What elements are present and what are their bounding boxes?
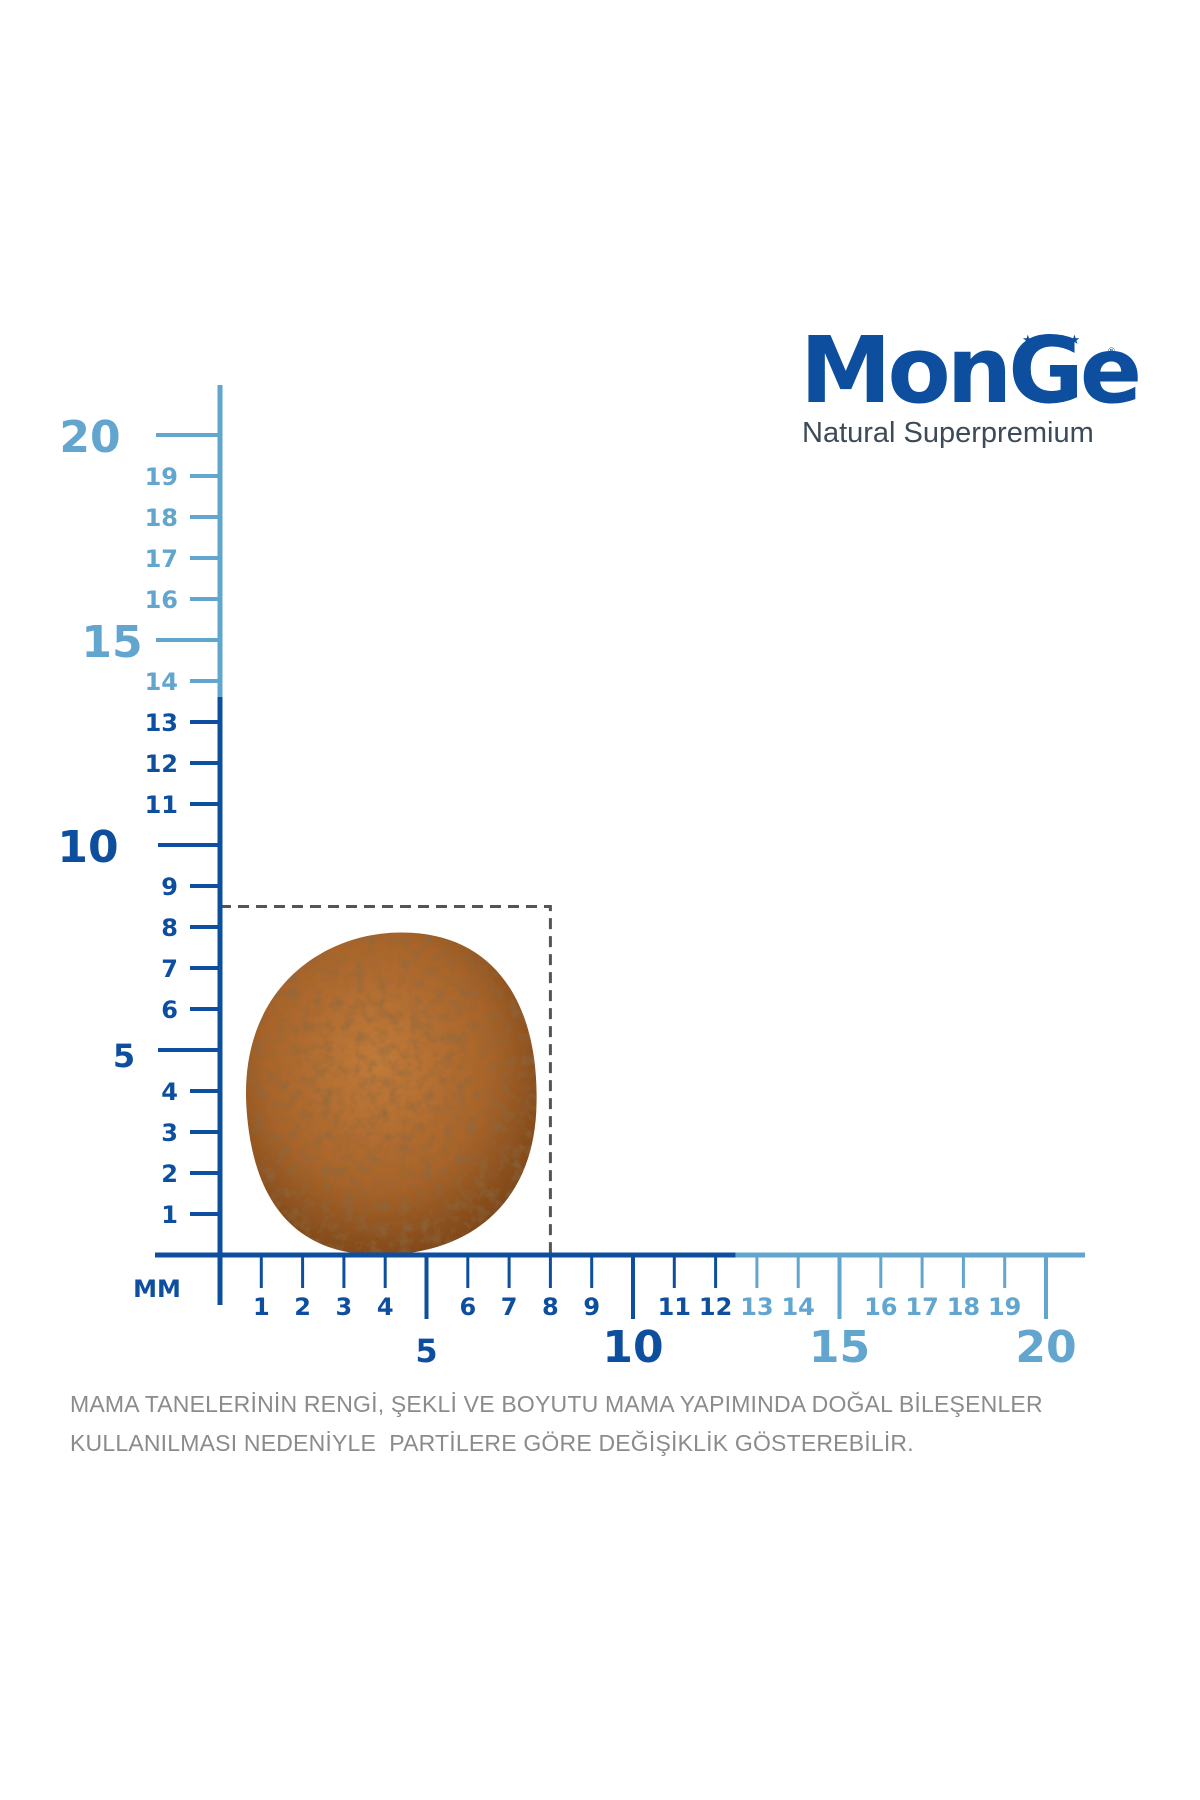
x-tick-label: 8 [542,1293,559,1321]
brand-logo: MonGe ★★★★★ ® Natural Superpremium [800,325,1142,455]
registered-mark: ® [1107,347,1116,357]
x-tick-label: 12 [699,1293,732,1321]
y-major-label: 10 [57,822,118,873]
x-tick-label: 2 [294,1293,311,1321]
x-tick-label: 18 [947,1293,980,1321]
x-tick-label: 6 [459,1293,476,1321]
y-tick-label: 4 [161,1078,178,1106]
x-tick-label: 13 [740,1293,773,1321]
y-major-label: 20 [59,412,120,463]
x-tick-label: 7 [501,1293,518,1321]
y-tick-label: 17 [145,545,178,573]
x-tick-label: 17 [905,1293,938,1321]
disclaimer-text: MAMA TANELERİNİN RENGİ, ŞEKLİ VE BOYUTU … [70,1385,1130,1463]
x-tick-label: 11 [658,1293,691,1321]
x-tick-label: 1 [253,1293,270,1321]
y-tick-label: 18 [145,504,178,532]
x-tick-label: 14 [781,1293,814,1321]
x-tick-label: 19 [988,1293,1021,1321]
y-tick-label: 19 [145,463,178,491]
y-tick-label: 14 [145,668,178,696]
y-tick-label: 1 [161,1201,178,1229]
y-tick-label: 7 [161,955,178,983]
y-tick-label: 12 [145,750,178,778]
y-tick-label: 3 [161,1119,178,1147]
brand-tagline: Natural Superpremium [802,417,1094,449]
y-major-label: 5 [113,1037,135,1075]
brand-wordmark: MonGe [800,317,1142,424]
unit-label: MM [133,1275,181,1303]
y-tick-label: 2 [161,1160,178,1188]
x-tick-label: 16 [864,1293,897,1321]
disclaimer-line-2: KULLANILMASI NEDENİYLE PARTİLERE GÖRE DE… [70,1430,914,1456]
x-tick-label: 3 [336,1293,353,1321]
x-major-label: 10 [602,1322,663,1373]
x-major-label: 15 [809,1322,870,1373]
y-tick-label: 8 [161,914,178,942]
y-major-label: 15 [81,617,142,668]
x-major-label: 20 [1015,1322,1076,1373]
disclaimer-line-1: MAMA TANELERİNİN RENGİ, ŞEKLİ VE BOYUTU … [70,1391,1043,1417]
y-tick-label: 9 [161,873,178,901]
x-major-label: 5 [415,1332,437,1370]
x-tick-label: 4 [377,1293,394,1321]
kibble-size-box [220,905,552,1255]
y-tick-label: 13 [145,709,178,737]
x-tick-label: 9 [583,1293,600,1321]
y-tick-label: 16 [145,586,178,614]
brand-stars-icon: ★★★★★ [1022,333,1081,348]
y-tick-label: 11 [145,791,178,819]
kibble-image [246,932,537,1255]
y-tick-label: 6 [161,996,178,1024]
